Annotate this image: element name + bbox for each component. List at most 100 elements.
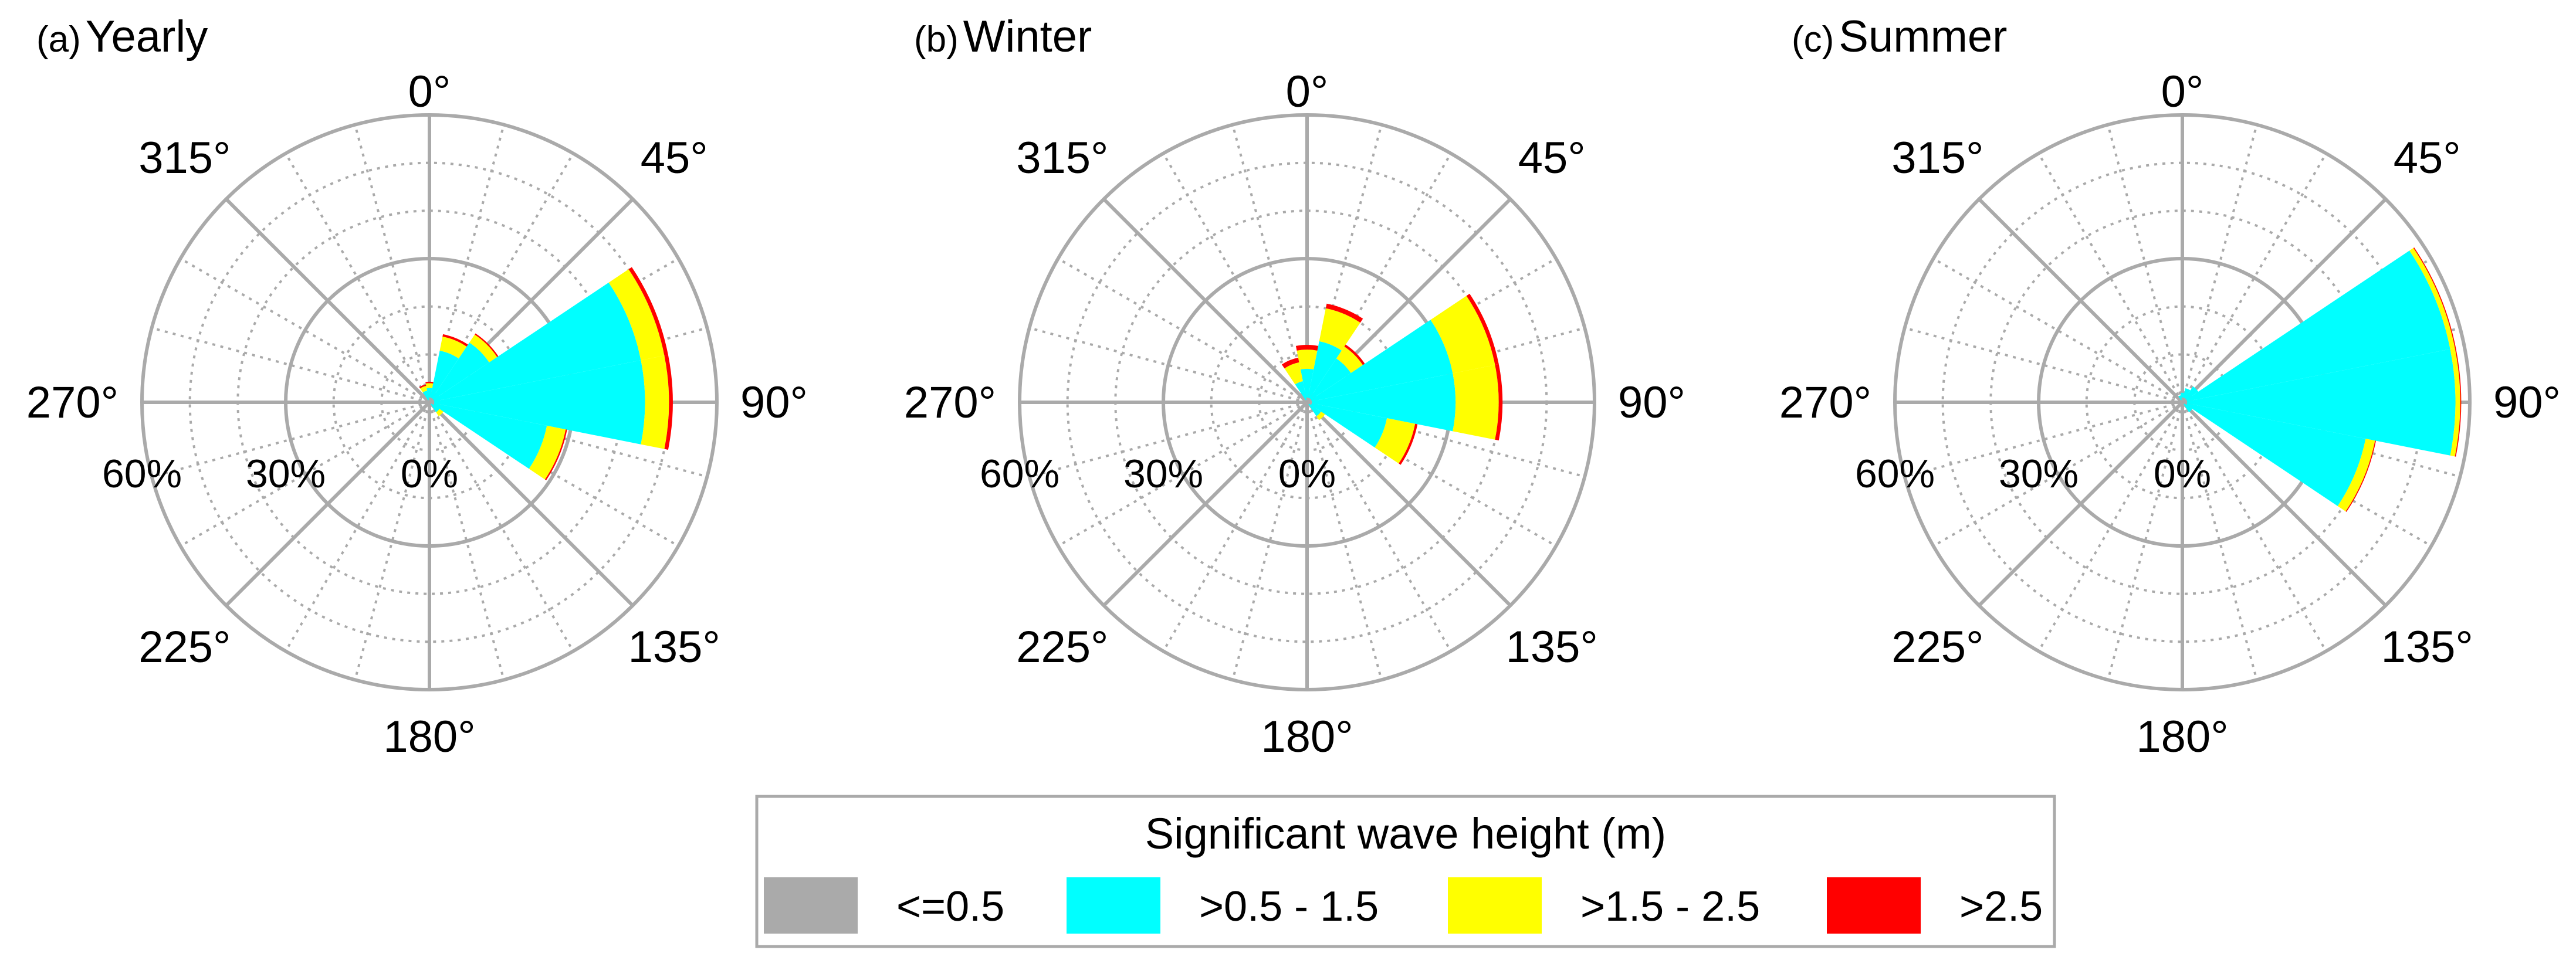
rose-sector [1307, 402, 1309, 405]
rose-sector [426, 402, 429, 403]
legend-swatch [1827, 877, 1921, 934]
panel-title: (a) Yearly [36, 12, 208, 62]
angle-label: 180° [1261, 712, 1353, 762]
angle-label: 135° [2381, 622, 2473, 672]
rose-sector [664, 355, 673, 450]
legend-label: >1.5 - 2.5 [1580, 883, 1760, 930]
radial-tick-label: 60% [102, 452, 182, 496]
radial-gridline [354, 402, 431, 680]
rose-sector [432, 342, 489, 400]
rose-sector [1307, 397, 1310, 402]
rose-sector [1309, 358, 1351, 400]
legend-label: >0.5 - 1.5 [1199, 883, 1379, 930]
radial-tick-label: 60% [980, 452, 1059, 496]
rose-sector [2181, 400, 2182, 402]
rose-sector [1297, 350, 1318, 369]
rose-sector [434, 360, 645, 445]
rose-sector [429, 399, 435, 402]
rose-sector [419, 384, 426, 389]
radial-gridline [2182, 401, 2460, 478]
rose-sector [436, 409, 444, 416]
rose-sector [429, 401, 435, 403]
angle-label: 90° [1618, 378, 1685, 428]
rose-sector [2337, 439, 2375, 512]
rose-sector [2186, 250, 2450, 402]
rose-sector [428, 397, 431, 402]
rose-sector [2184, 403, 2192, 412]
rose-sector [2180, 392, 2185, 398]
angle-label: 90° [2493, 378, 2561, 428]
radial-gridline [1029, 401, 1308, 478]
angle-label: 180° [383, 712, 475, 762]
angle-label: 225° [1891, 622, 1983, 672]
rose-sector [641, 355, 669, 449]
rose-panel-winter: 0° 45° 90° 135° 180° 225° 270° 315° 0% 30% 60% (b) W… [904, 12, 1685, 762]
rose-sector [475, 333, 499, 357]
legend: Significant wave height (m) <=0.5 >0.5 - 1… [755, 795, 2056, 948]
angle-label: 0° [2161, 67, 2204, 117]
rose-sector [1307, 399, 1312, 402]
panel-name: Winter [963, 12, 1092, 62]
rose-sector [2182, 402, 2185, 405]
rose-sector [628, 267, 668, 356]
radial-tick-label: 0% [401, 452, 458, 496]
main-spoke [1102, 198, 1309, 404]
radial-gridline [1231, 124, 1308, 403]
angle-label: 90° [740, 378, 808, 428]
rose-sector [2182, 401, 2188, 403]
rose-sector [439, 336, 467, 359]
rose-sector [1295, 381, 1307, 401]
rose-sector [529, 425, 566, 480]
rose-sector [2187, 349, 2456, 456]
rose-sector [2182, 402, 2183, 405]
rose-sector [429, 402, 432, 405]
rose-sector [431, 403, 439, 412]
rose-sector [1281, 357, 1299, 369]
rose-sector [1307, 398, 1311, 402]
legend-title: Significant wave height (m) [1145, 809, 1666, 858]
legend-swatch [764, 877, 858, 934]
rose-sector [1295, 344, 1319, 351]
rose-sector [608, 269, 665, 361]
rose-sector [2182, 402, 2188, 405]
rose-sector [1319, 308, 1360, 351]
angle-label: 315° [1891, 133, 1983, 183]
rose-sector [2180, 400, 2182, 402]
rose-sector [2178, 395, 2182, 401]
rose-sector [2180, 402, 2182, 404]
angle-label: 135° [1506, 622, 1598, 672]
radial-gridline [354, 124, 431, 403]
rose-sector [2450, 348, 2460, 457]
rose-sector [425, 383, 434, 388]
angle-label: 225° [1016, 622, 1108, 672]
main-spoke [2181, 401, 2387, 607]
rose-sector [428, 400, 429, 402]
rose-sector [426, 388, 432, 398]
rose-sector [433, 403, 547, 469]
rose-sector [469, 334, 497, 362]
angle-label: 180° [2136, 712, 2228, 762]
rose-sector [429, 402, 435, 405]
rose-sector [422, 390, 429, 401]
rose-sector [2186, 403, 2366, 506]
rose-sector [2180, 401, 2182, 402]
panel-letter: (b) [914, 19, 959, 60]
radial-gridline [1306, 152, 1452, 403]
radial-tick-label: 0% [2154, 452, 2211, 496]
angle-label: 0° [1286, 67, 1329, 117]
radial-gridline [1306, 401, 1452, 652]
rose-sector [1308, 341, 1342, 399]
radial-gridline [1932, 257, 2183, 403]
main-spoke [428, 401, 634, 607]
rose-sector [1305, 402, 1307, 405]
rose-sector [429, 398, 434, 402]
radial-gridline [1057, 257, 1308, 403]
rose-sector [427, 402, 429, 404]
radial-gridline [1306, 401, 1585, 478]
main-spoke [1978, 198, 2184, 404]
rose-sector [1306, 397, 1308, 402]
rose-sector [428, 402, 429, 405]
rose-sector [1495, 364, 1503, 440]
angle-label: 45° [2394, 133, 2461, 183]
